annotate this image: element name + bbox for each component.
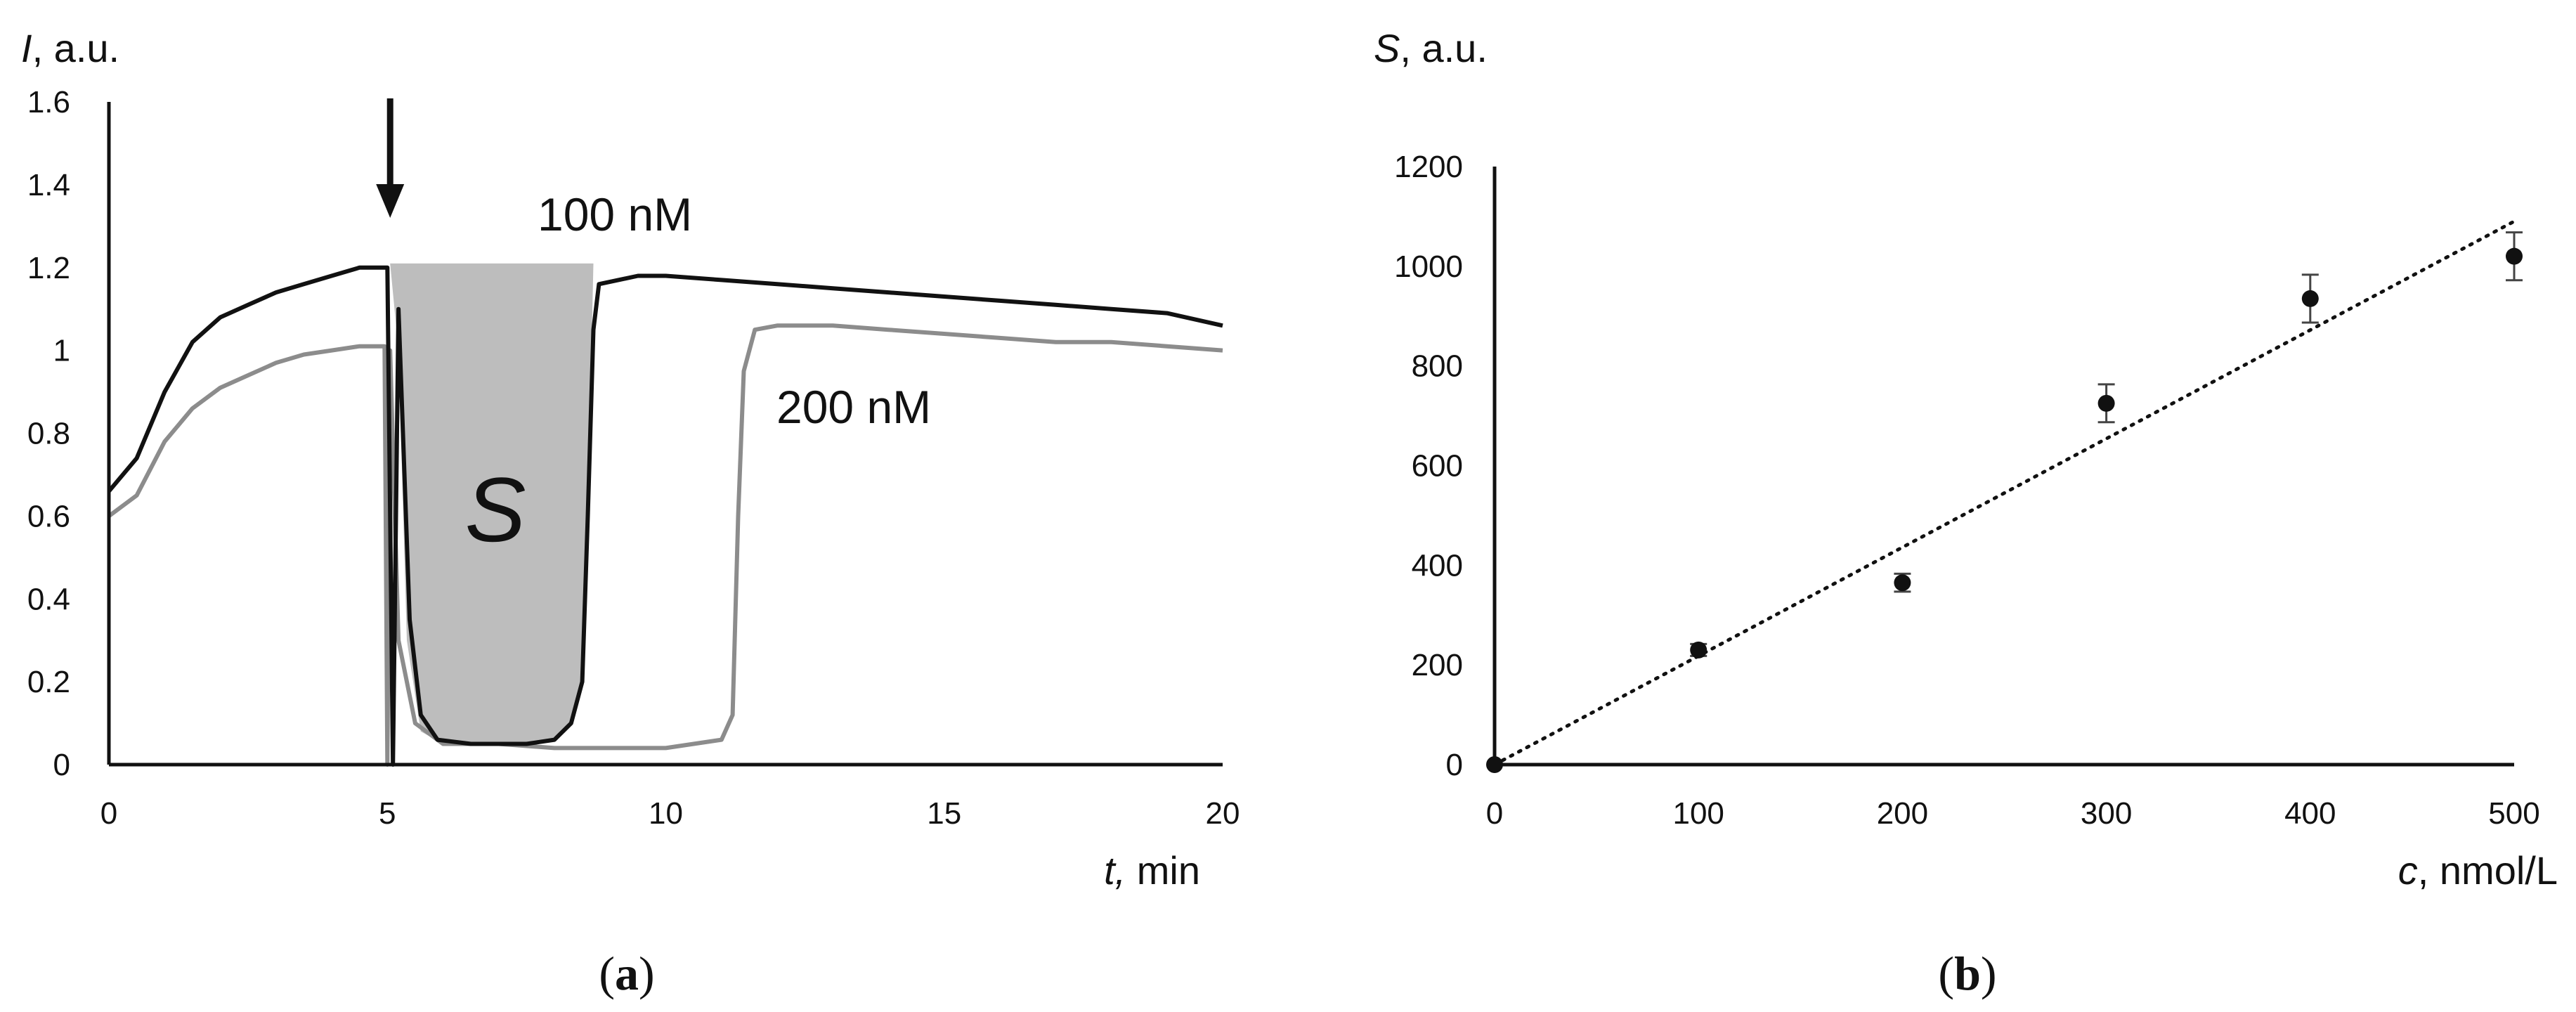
trendline	[1492, 219, 2516, 767]
x-tick-label: 100	[1672, 796, 1724, 831]
panel-a-chart: I, a.u. S 0 0.2 0.4 0.6 0.8 1 1.2 1.4 1.6 0 5 10 15…	[21, 26, 1240, 1000]
y-tick-label: 1000	[1394, 249, 1463, 284]
series-200nm-line	[108, 323, 1223, 767]
y-tick-label: 1.6	[27, 85, 70, 119]
x-tick-label: 500	[2488, 796, 2539, 831]
y-tick-label: 1.2	[27, 251, 70, 285]
y-tick-label: 0.2	[27, 665, 70, 699]
x-tick-label: 200	[1877, 796, 1928, 831]
data-point	[1894, 574, 1911, 592]
panel-b-chart: S, a.u. 0 200 400 600 800 1000 1200 0 100 200 300…	[1374, 26, 2558, 1000]
x-tick-label: 5	[379, 796, 396, 831]
x-tick-label: 10	[649, 796, 683, 831]
shaded-area-label: S	[465, 458, 526, 561]
x-tick-label: 400	[2284, 796, 2336, 831]
series-200nm-label: 200 nM	[776, 381, 931, 433]
panel-b-x-axis-label: c, nmol/L	[2398, 848, 2558, 893]
y-tick-label: 0	[1446, 748, 1463, 782]
y-tick-label: 0.8	[27, 417, 70, 451]
data-point	[1690, 641, 1707, 659]
y-tick-label: 600	[1412, 449, 1463, 484]
injection-arrow	[376, 98, 405, 218]
panel-a-y-ticks: 0 0.2 0.4 0.6 0.8 1 1.2 1.4 1.6	[27, 85, 70, 782]
y-tick-label: 0.6	[27, 499, 70, 533]
y-tick-label: 1	[53, 334, 70, 368]
x-tick-label: 15	[927, 796, 961, 831]
data-point	[2301, 290, 2319, 307]
y-tick-label: 1200	[1394, 150, 1463, 184]
series-100nm-line	[107, 265, 1223, 767]
y-tick-label: 200	[1412, 648, 1463, 682]
panel-b-points	[1486, 231, 2523, 773]
x-tick-label: 0	[1486, 796, 1503, 831]
data-point	[2506, 247, 2523, 265]
panel-a-x-ticks: 0 5 10 15 20	[100, 796, 1240, 831]
x-tick-label: 0	[100, 796, 117, 831]
series-100nm-label: 100 nM	[538, 188, 692, 240]
x-tick-label: 20	[1206, 796, 1240, 831]
data-point	[1486, 756, 1503, 773]
panel-b-label: (b)	[1938, 947, 1996, 1000]
y-tick-label: 0.4	[27, 582, 70, 616]
y-tick-label: 400	[1412, 548, 1463, 583]
panel-b-y-ticks: 0 200 400 600 800 1000 1200	[1394, 150, 1463, 782]
panel-b-y-axis-label: S, a.u.	[1374, 26, 1488, 70]
y-tick-label: 1.4	[27, 168, 70, 202]
y-tick-label: 800	[1412, 349, 1463, 384]
panel-a-label: (a)	[599, 947, 654, 1000]
x-tick-label: 300	[2081, 796, 2132, 831]
data-point	[2097, 394, 2115, 412]
panel-b-x-ticks: 0 100 200 300 400 500	[1486, 796, 2540, 831]
y-tick-label: 0	[53, 748, 70, 782]
panel-a-x-axis-label: t, min	[1104, 848, 1200, 893]
shaded-area-s	[390, 263, 594, 744]
panel-a-y-axis-label: I, a.u.	[21, 26, 119, 70]
